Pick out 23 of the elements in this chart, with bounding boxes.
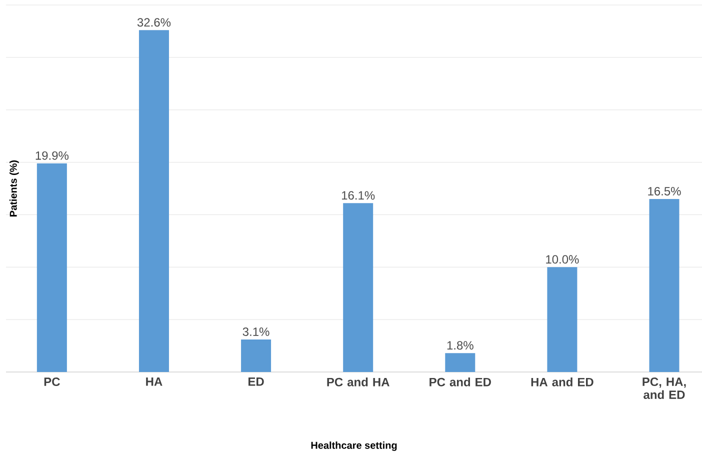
x-tick-label: PC and ED [430,378,491,386]
data-label: 32.6% [137,18,171,27]
bar [36,163,67,372]
x-tick-label: HA and ED [531,378,594,386]
data-label: 19.9% [36,151,69,160]
x-tick-label: PC and HA [327,378,390,386]
bar [343,203,374,372]
x-tick-label: PC, HA, and ED [642,378,686,400]
bar [445,353,476,372]
bar [241,339,272,372]
data-label: 16.1% [342,191,375,200]
bar [138,30,169,372]
x-tick-label: PC [44,378,60,386]
x-tick-label: ED [248,378,264,386]
bar [547,267,578,372]
bar [649,198,680,372]
data-label: 10.0% [546,255,579,264]
x-axis-title: Healthcare setting [311,442,397,451]
data-label: 3.1% [242,327,270,336]
data-label: 1.8% [447,341,474,350]
y-axis-title: Patients (%) [10,160,19,216]
data-label: 16.5% [648,186,681,196]
x-tick-label: HA [146,378,162,386]
